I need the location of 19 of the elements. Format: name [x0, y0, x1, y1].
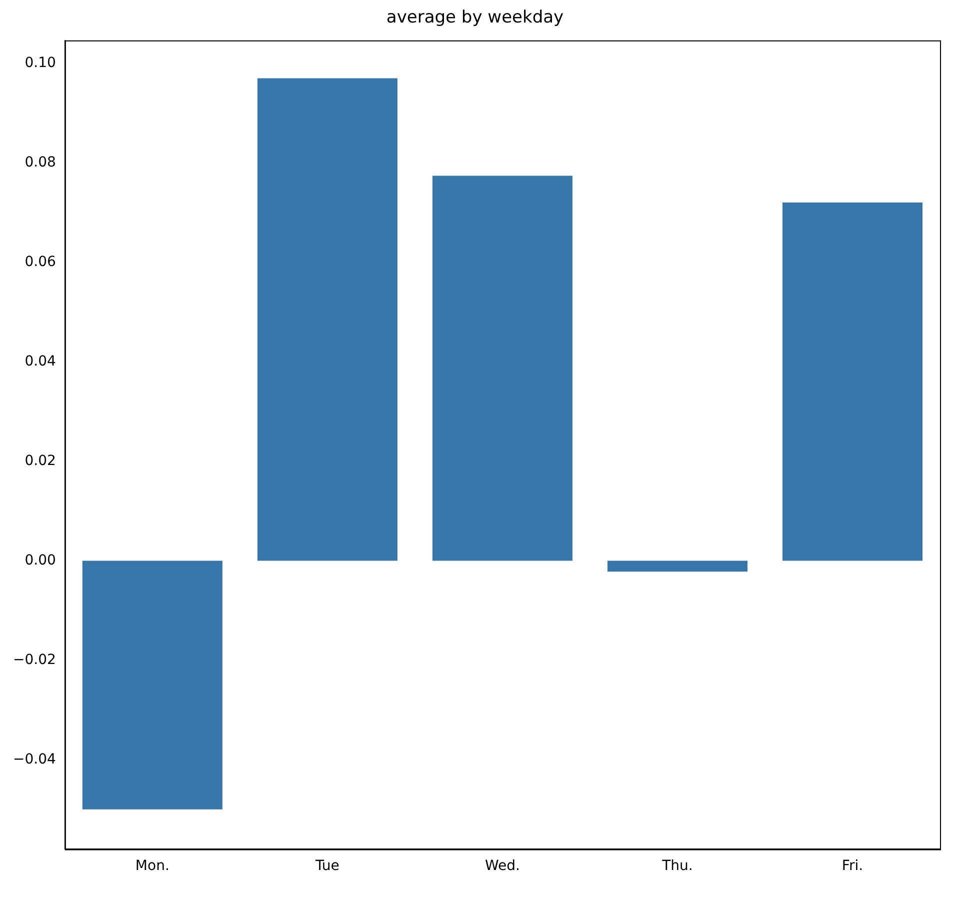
chart-title: average by weekday — [386, 8, 564, 28]
bar — [432, 176, 572, 561]
y-tick-label: 0.08 — [24, 154, 56, 170]
y-tick-label: 0.02 — [24, 452, 56, 469]
x-tick-label: Wed. — [484, 858, 520, 874]
bar — [257, 78, 398, 561]
bar — [782, 202, 922, 561]
bar — [607, 560, 748, 572]
y-tick-label: 0.10 — [24, 54, 56, 71]
x-tick-label: Thu. — [661, 858, 693, 874]
x-tick-label: Tue — [314, 858, 340, 874]
y-tick-label: 0.06 — [24, 254, 56, 270]
y-tick-label: 0.00 — [24, 552, 56, 568]
y-tick-label: 0.04 — [24, 353, 56, 370]
x-tick-label: Fri. — [842, 858, 864, 874]
x-tick-label: Mon. — [135, 858, 170, 874]
bar — [82, 560, 222, 810]
y-tick-label: −0.04 — [12, 751, 56, 768]
y-tick-label: −0.02 — [12, 652, 56, 668]
